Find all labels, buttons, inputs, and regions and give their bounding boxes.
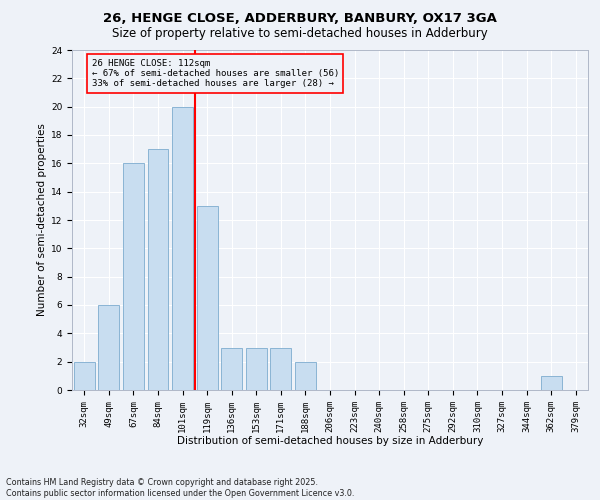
Text: 26 HENGE CLOSE: 112sqm
← 67% of semi-detached houses are smaller (56)
33% of sem: 26 HENGE CLOSE: 112sqm ← 67% of semi-det… xyxy=(92,58,339,88)
Bar xyxy=(271,348,292,390)
Text: Contains HM Land Registry data © Crown copyright and database right 2025.
Contai: Contains HM Land Registry data © Crown c… xyxy=(6,478,355,498)
Text: Size of property relative to semi-detached houses in Adderbury: Size of property relative to semi-detach… xyxy=(112,28,488,40)
Bar xyxy=(74,362,95,390)
Bar xyxy=(123,164,144,390)
X-axis label: Distribution of semi-detached houses by size in Adderbury: Distribution of semi-detached houses by … xyxy=(177,436,483,446)
Y-axis label: Number of semi-detached properties: Number of semi-detached properties xyxy=(37,124,47,316)
Bar xyxy=(172,106,193,390)
Bar xyxy=(148,149,169,390)
Bar xyxy=(221,348,242,390)
Bar xyxy=(295,362,316,390)
Bar xyxy=(98,305,119,390)
Bar xyxy=(541,376,562,390)
Text: 26, HENGE CLOSE, ADDERBURY, BANBURY, OX17 3GA: 26, HENGE CLOSE, ADDERBURY, BANBURY, OX1… xyxy=(103,12,497,26)
Bar xyxy=(246,348,267,390)
Bar xyxy=(197,206,218,390)
